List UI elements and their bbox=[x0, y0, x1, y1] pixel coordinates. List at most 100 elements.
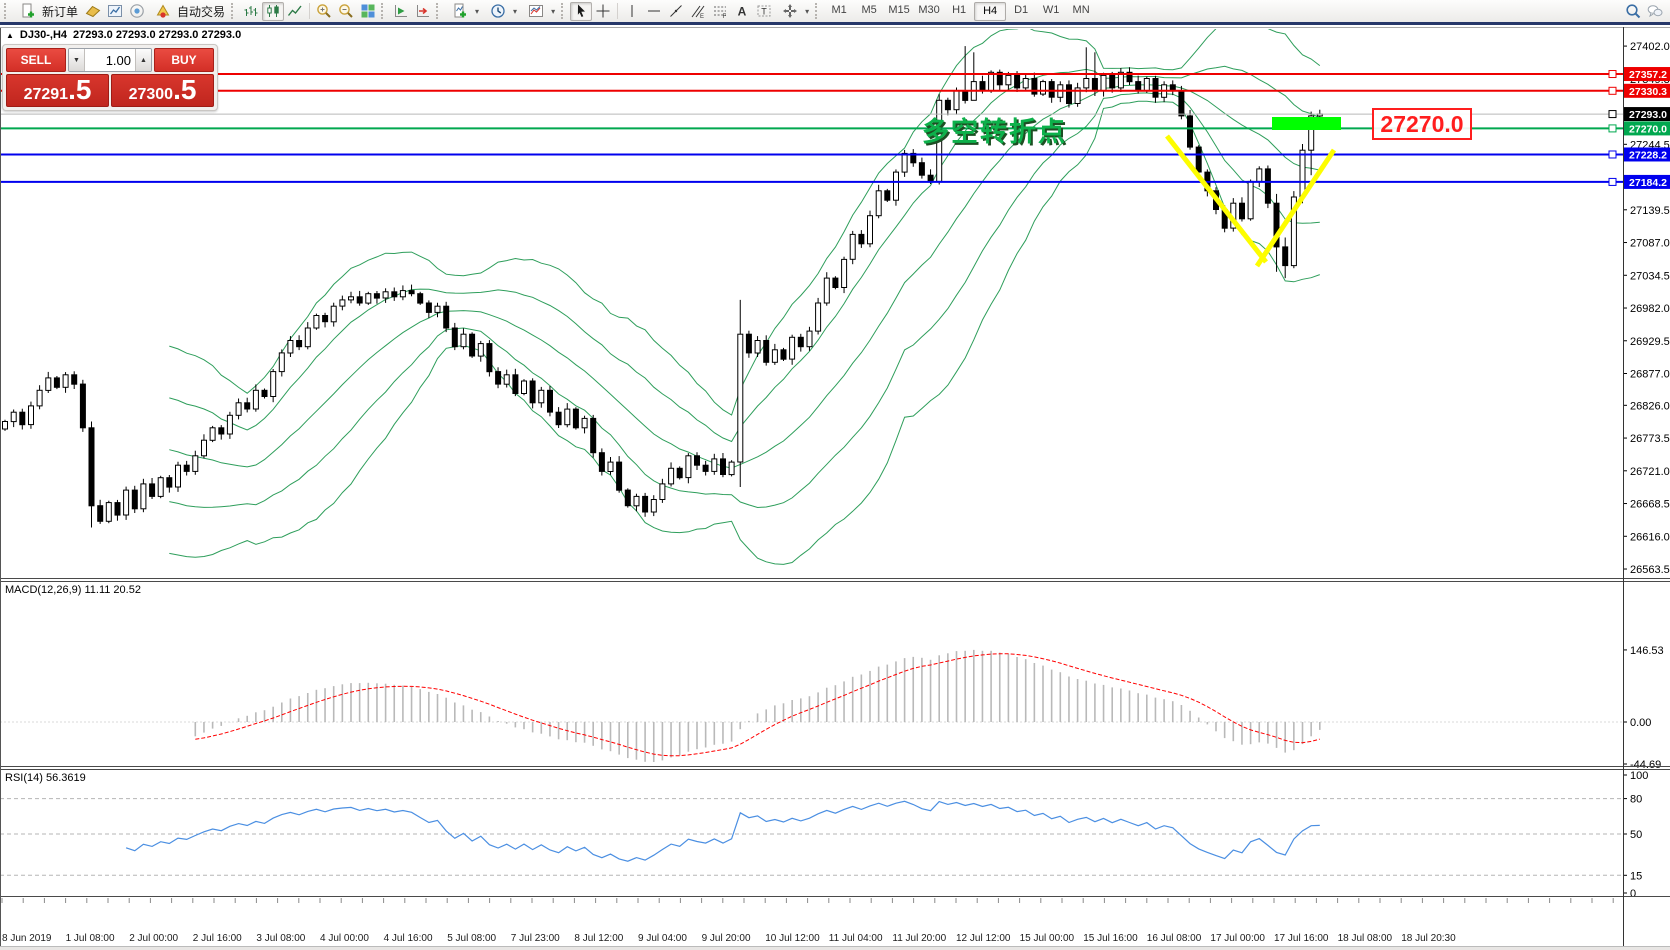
timeframe-button-h4[interactable]: H4 bbox=[974, 1, 1007, 21]
tile-windows-icon[interactable] bbox=[357, 2, 379, 21]
price-tick-label: 26563.5 bbox=[1630, 564, 1670, 576]
zoom-in-icon[interactable] bbox=[313, 2, 335, 21]
indicators-button[interactable]: ▾ bbox=[445, 2, 483, 21]
toolbar-grip[interactable] bbox=[4, 3, 9, 19]
vertical-line-tool-icon[interactable] bbox=[621, 2, 643, 21]
time-label: 8 Jul 12:00 bbox=[574, 933, 623, 944]
timeframe-button-m30[interactable]: M30 bbox=[918, 4, 940, 16]
toolbar-grip[interactable] bbox=[815, 3, 820, 19]
candle bbox=[910, 152, 917, 164]
candle bbox=[1100, 74, 1107, 92]
bid-price[interactable]: 27291.5 bbox=[6, 74, 109, 107]
candle bbox=[771, 349, 778, 363]
candle bbox=[503, 374, 510, 385]
candle bbox=[1031, 78, 1038, 95]
cursor-icon[interactable] bbox=[570, 1, 593, 21]
candle bbox=[365, 293, 372, 304]
svg-text:27357.2: 27357.2 bbox=[1629, 69, 1667, 81]
chart-ohlc-values: 27293.0 27293.0 27293.0 27293.0 bbox=[73, 29, 242, 41]
time-label: 7 Jul 23:00 bbox=[511, 933, 560, 944]
sell-button[interactable]: SELL bbox=[6, 48, 66, 72]
timeframe-button-w1[interactable]: W1 bbox=[1042, 4, 1060, 16]
crosshair-icon[interactable] bbox=[592, 2, 614, 21]
rsi-indicator-label: RSI(14) 56.3619 bbox=[5, 772, 86, 784]
periods-clock-icon bbox=[487, 2, 509, 21]
candle bbox=[1091, 78, 1098, 92]
chat-icon[interactable] bbox=[1644, 2, 1666, 21]
candle bbox=[962, 90, 969, 101]
candle bbox=[745, 333, 752, 354]
new-order-button[interactable]: 新订单 bbox=[13, 2, 82, 21]
toolbar-separator bbox=[309, 3, 311, 19]
candle bbox=[1143, 78, 1150, 92]
timeframe-button-m1[interactable]: M1 bbox=[831, 4, 847, 16]
candle bbox=[815, 302, 822, 332]
text-label-tool-icon[interactable]: T bbox=[753, 2, 775, 21]
chart-window-icon[interactable] bbox=[104, 2, 126, 21]
ask-price[interactable]: 27300.5 bbox=[111, 74, 214, 107]
svg-text:F: F bbox=[723, 14, 727, 19]
rsi-axis-label: 80 bbox=[1630, 794, 1642, 806]
timeframe-button-h1[interactable]: H1 bbox=[952, 4, 967, 16]
time-scale[interactable]: 8 Jun 2019 1 Jul 08:00 2 Jul 00:00 2 Jul 16… bbox=[1, 898, 1614, 944]
candle bbox=[875, 190, 882, 217]
candle bbox=[1005, 74, 1012, 86]
time-label: 17 Jul 16:00 bbox=[1274, 933, 1329, 944]
bar-chart-icon[interactable] bbox=[240, 2, 262, 21]
text-tool-icon[interactable]: A bbox=[731, 2, 753, 21]
candle bbox=[157, 477, 164, 497]
horizontal-line-tool-icon[interactable] bbox=[643, 2, 665, 21]
candle bbox=[235, 402, 242, 416]
timeframe-button-m5[interactable]: M5 bbox=[861, 4, 877, 16]
signals-icon[interactable] bbox=[126, 2, 148, 21]
volume-input[interactable] bbox=[85, 49, 135, 71]
price-tick-label: 27087.0 bbox=[1630, 238, 1670, 250]
candlestick-chart-icon[interactable] bbox=[262, 1, 285, 21]
macd-histogram bbox=[194, 649, 1321, 762]
search-icon[interactable] bbox=[1622, 2, 1644, 21]
candle bbox=[166, 477, 173, 488]
time-label: 4 Jul 00:00 bbox=[320, 933, 369, 944]
zoom-out-icon[interactable] bbox=[335, 2, 357, 21]
candle bbox=[192, 455, 199, 472]
buy-button[interactable]: BUY bbox=[154, 48, 214, 72]
volume-increase-button[interactable]: ▲ bbox=[135, 49, 151, 71]
toolbar-grip[interactable] bbox=[231, 3, 236, 19]
candle bbox=[572, 408, 579, 429]
line-chart-icon[interactable] bbox=[284, 2, 306, 21]
price-tick-label: 26668.5 bbox=[1630, 499, 1670, 511]
candle bbox=[1048, 81, 1055, 98]
toolbar-grip[interactable] bbox=[561, 3, 566, 19]
autotrade-button[interactable]: 自动交易 bbox=[148, 2, 229, 21]
candle bbox=[140, 483, 147, 510]
candle bbox=[1247, 180, 1254, 220]
candle bbox=[841, 258, 848, 288]
volume-decrease-button[interactable]: ▼ bbox=[69, 49, 85, 71]
chart-shift-icon[interactable] bbox=[412, 2, 434, 21]
templates-button[interactable]: ▾ bbox=[521, 2, 559, 21]
time-label: 9 Jul 20:00 bbox=[702, 933, 751, 944]
collapse-icon[interactable]: ▲ bbox=[6, 30, 14, 40]
candle bbox=[1187, 115, 1193, 148]
toolbar-grip[interactable] bbox=[436, 3, 441, 19]
equidistant-channel-tool-icon[interactable]: E bbox=[687, 2, 709, 21]
auto-scroll-icon[interactable] bbox=[390, 2, 412, 21]
candle bbox=[1273, 202, 1280, 248]
trendline-tool-icon[interactable] bbox=[665, 2, 687, 21]
time-label: 9 Jul 04:00 bbox=[638, 933, 687, 944]
timeframe-button-mn[interactable]: MN bbox=[1072, 4, 1090, 16]
profiles-icon[interactable] bbox=[82, 2, 104, 21]
candle bbox=[270, 371, 277, 398]
toolbar-separator bbox=[617, 3, 619, 19]
time-label: 16 Jul 08:00 bbox=[1147, 933, 1202, 944]
toolbar-grip[interactable] bbox=[381, 3, 386, 19]
fibonacci-tool-icon[interactable]: F bbox=[709, 2, 731, 21]
timeframe-button-d1[interactable]: D1 bbox=[1014, 4, 1029, 16]
candle bbox=[348, 296, 354, 301]
periods-button[interactable]: ▾ bbox=[483, 2, 521, 21]
candles bbox=[2, 46, 1323, 528]
candle bbox=[624, 489, 631, 507]
timeframe-button-m15[interactable]: M15 bbox=[888, 4, 910, 16]
arrows-tool-button[interactable]: ▾ bbox=[775, 2, 813, 21]
